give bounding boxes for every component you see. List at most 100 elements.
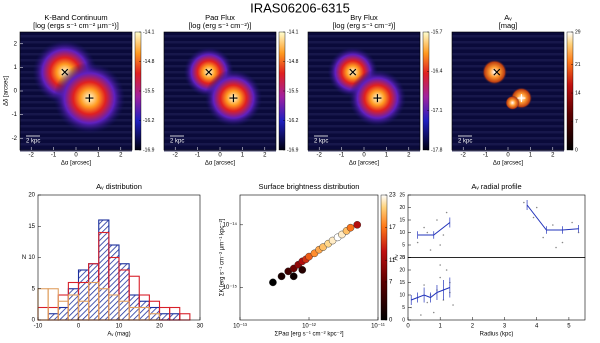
- y-tick-label: 0: [402, 317, 405, 323]
- x-axis-label: Δα [arcsec]: [349, 161, 379, 167]
- histogram-bar: [47, 313, 59, 321]
- nucleus-cross: [493, 68, 501, 76]
- histogram-bar: [98, 219, 110, 321]
- map-unit: [log (erg s⁻¹ cm⁻²)]: [189, 21, 252, 30]
- x-tick-label: -1: [339, 153, 345, 159]
- x-tick-label: 0: [362, 153, 366, 159]
- x-tick-label: 20: [156, 324, 163, 330]
- profile-line: [417, 222, 451, 236]
- x-tick-label: -1: [195, 153, 201, 159]
- colorbar-tick-label: -16.2: [143, 118, 155, 124]
- x-tick-label: 4: [535, 324, 539, 330]
- map-stripe: [452, 59, 564, 62]
- data-point: [426, 231, 429, 234]
- colorbar-tick-label: -15.5: [287, 88, 299, 94]
- map-title: Paα Flux: [205, 13, 235, 22]
- colorbar-tick-label: 17: [389, 225, 396, 231]
- map-stripe: [308, 143, 420, 146]
- y-axis-label: N: [22, 255, 26, 261]
- map-stripe: [164, 41, 276, 44]
- scatter-point: [353, 221, 362, 229]
- x-tick-label: 3: [503, 324, 507, 330]
- y-tick-label: -2: [12, 136, 18, 142]
- histogram-bar: [88, 263, 100, 321]
- x-tick-label: 0: [506, 153, 510, 159]
- data-point: [439, 264, 441, 266]
- colorbar-tick-label: -17.1: [431, 108, 443, 114]
- histogram-bar: [37, 306, 49, 321]
- x-tick-label: -1: [483, 153, 489, 159]
- data-point: [555, 246, 557, 249]
- map-stripe: [452, 77, 564, 80]
- colorbar-tick-label: -14.8: [287, 59, 299, 65]
- scatter-point: [346, 223, 355, 232]
- map-stripe: [452, 53, 564, 56]
- map-stripe: [164, 143, 276, 146]
- data-point: [439, 244, 441, 246]
- map-emission: [505, 95, 520, 110]
- map-stripe: [452, 131, 564, 134]
- x-tick-label: 10⁻¹²: [302, 324, 316, 330]
- map-stripe: [308, 35, 420, 38]
- map-stripe: [452, 113, 564, 116]
- chart-title: Surface brightness distribution: [259, 182, 360, 191]
- colorbar-tick-label: 7: [389, 280, 393, 286]
- x-tick-label: 1: [241, 153, 245, 159]
- map-stripe: [452, 35, 564, 38]
- colorbar: [566, 31, 574, 151]
- scatter-point: [298, 266, 307, 274]
- map-stripe: [452, 137, 564, 140]
- x-tick-label: 10⁻¹³: [233, 324, 247, 330]
- x-tick-label: -2: [173, 153, 179, 159]
- y-tick-label: 10: [399, 230, 405, 236]
- scale-label: 2 kpc: [458, 139, 472, 145]
- histogram-bar: [138, 300, 150, 321]
- data-point: [561, 241, 564, 244]
- x-tick-label: -1: [51, 153, 57, 159]
- nucleus-cross: [205, 68, 213, 76]
- y-tick-label: 15: [399, 217, 405, 223]
- map-stripe: [20, 143, 132, 146]
- colorbar-tick-label: 23: [389, 193, 396, 199]
- x-tick-label: 30: [197, 324, 204, 330]
- data-point: [535, 206, 538, 209]
- map-stripe: [20, 131, 132, 134]
- figure-title: IRAS06206-6315: [250, 0, 350, 15]
- colorbar-tick-label: 29: [575, 29, 581, 35]
- data-point: [552, 224, 554, 226]
- x-tick-label: 1: [97, 153, 101, 159]
- x-axis-label: Δα [arcsec]: [61, 161, 91, 167]
- data-point: [436, 219, 438, 221]
- data-point: [542, 236, 544, 239]
- y-axis-label: Δδ [arcsec]: [4, 76, 10, 106]
- x-axis-label: Δα [arcsec]: [205, 161, 235, 167]
- map-stripe: [308, 125, 420, 128]
- y-tick-label: 20: [28, 193, 35, 199]
- map-stripe: [452, 119, 564, 122]
- x-tick-label: 1: [439, 324, 443, 330]
- y-tick-label: 10: [28, 255, 35, 261]
- map-stripe: [308, 131, 420, 134]
- x-tick-label: 2: [471, 324, 475, 330]
- profile-line: [526, 204, 579, 231]
- map-stripe: [452, 41, 564, 44]
- data-point: [445, 269, 448, 271]
- nucleus-plus: [517, 94, 526, 103]
- map-title: K-Band Continuum: [44, 13, 107, 22]
- y-tick-label: 5: [402, 305, 405, 311]
- y-axis-label: Aᵥ: [394, 254, 400, 260]
- colorbar: [380, 194, 388, 321]
- x-tick-label: 2: [263, 153, 267, 159]
- profile-line: [411, 287, 451, 301]
- nucleus-plus: [229, 94, 238, 103]
- map-stripe: [308, 47, 420, 50]
- colorbar-tick-label: -14.8: [143, 59, 155, 65]
- y-tick-label: 2: [14, 41, 18, 47]
- chart-title: Aᵥ distribution: [96, 182, 142, 191]
- histogram-bar: [67, 288, 80, 321]
- x-axis-label: ΣPaα [erg s⁻¹ cm⁻² kpc⁻²]: [274, 332, 343, 338]
- y-tick-label: 0: [32, 318, 36, 324]
- map-unit: [log (erg s⁻¹ cm⁻²)]: [333, 21, 396, 30]
- x-tick-label: 0: [406, 324, 410, 330]
